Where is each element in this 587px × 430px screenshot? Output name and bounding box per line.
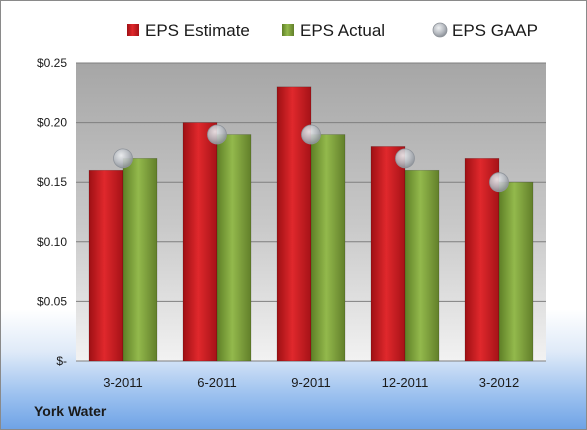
- y-tick-label: $0.25: [37, 56, 67, 70]
- actual-bar: [498, 181, 534, 362]
- estimate-bar: [464, 158, 500, 362]
- x-tick-label: 3-2011: [103, 375, 143, 390]
- x-axis-labels: 3-2011 6-2011 9-2011 12-2011 3-2012: [103, 375, 519, 390]
- legend-swatch: [127, 24, 139, 36]
- legend-swatch: [432, 22, 448, 38]
- legend-item: EPS Estimate: [127, 21, 250, 40]
- actual-bar: [310, 134, 346, 362]
- gaap-marker: [489, 172, 509, 193]
- estimate-bar: [88, 169, 124, 362]
- gaap-marker: [113, 148, 133, 169]
- actual-bar: [216, 134, 252, 362]
- gaap-marker: [207, 124, 227, 145]
- estimate-bar: [370, 146, 406, 362]
- legend-label: EPS Estimate: [145, 21, 250, 40]
- bars: [88, 86, 534, 362]
- gaap-marker: [301, 124, 321, 145]
- y-tick-label: $0.15: [37, 175, 67, 189]
- legend-item: EPS GAAP: [432, 21, 538, 40]
- legend: EPS Estimate EPS Actual EPS GAAP: [127, 21, 538, 40]
- y-tick-label: $0.10: [37, 235, 67, 249]
- estimate-bar: [182, 122, 218, 362]
- legend-swatch: [282, 24, 294, 36]
- y-tick-label: $0.05: [37, 294, 67, 308]
- legend-label: EPS Actual: [300, 21, 385, 40]
- gaap-markers: [113, 124, 509, 193]
- x-tick-label: 12-2011: [382, 375, 429, 390]
- y-tick-label: $0.20: [37, 116, 67, 130]
- x-tick-label: 6-2011: [197, 375, 237, 390]
- x-tick-label: 9-2011: [291, 375, 331, 390]
- legend-item: EPS Actual: [282, 21, 385, 40]
- company-label: York Water: [34, 403, 107, 419]
- legend-label: EPS GAAP: [452, 21, 538, 40]
- y-tick-label: $-: [56, 354, 67, 368]
- actual-bar: [122, 158, 158, 362]
- x-tick-label: 3-2012: [479, 375, 519, 390]
- gaap-marker: [395, 148, 415, 169]
- y-axis-labels: $- $0.05 $0.10 $0.15 $0.20 $0.25: [37, 56, 67, 368]
- actual-bar: [404, 169, 440, 362]
